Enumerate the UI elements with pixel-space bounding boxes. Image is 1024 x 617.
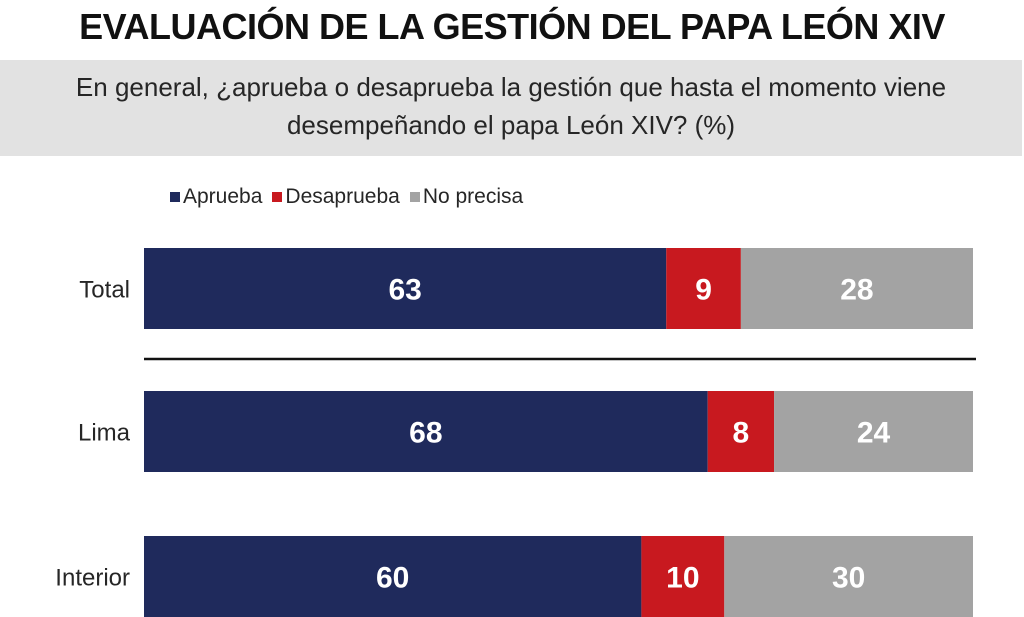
legend-item-desaprueba: Desaprueba: [272, 185, 400, 209]
legend-item-aprueba: Aprueba: [170, 185, 262, 209]
subtitle-box: En general, ¿aprueba o desaprueba la ges…: [0, 60, 1022, 156]
category-label-total: Total: [79, 277, 130, 304]
bar-segment-total-aprueba: [144, 248, 667, 329]
bar-segment-total-desaprueba: [666, 248, 741, 329]
legend-label-no-precisa: No precisa: [422, 185, 524, 208]
legend-swatch-desaprueba: [272, 192, 283, 202]
data-label-lima-aprueba: 68: [409, 417, 442, 450]
bar-segment-interior-desaprueba: [641, 536, 725, 617]
category-label-interior: Interior: [55, 565, 130, 592]
chart-title: EVALUACIÓN DE LA GESTIÓN DEL PAPA LEÓN X…: [79, 6, 945, 47]
data-label-lima-no-precisa: 24: [857, 417, 891, 450]
chart-subtitle: En general, ¿aprueba o desaprueba la ges…: [75, 72, 947, 140]
legend-swatch-aprueba: [170, 192, 180, 202]
bar-segment-lima-desaprueba: [707, 391, 775, 472]
data-label-interior-aprueba: 60: [376, 562, 409, 595]
legend: Aprueba Desaprueba No precisa: [170, 184, 533, 210]
bar-segment-interior-aprueba: [144, 536, 642, 617]
bar-segment-total-no-precisa: [740, 248, 973, 329]
bar-segment-lima-aprueba: [144, 391, 708, 472]
category-label-lima: Lima: [78, 420, 131, 447]
data-label-interior-no-precisa: 30: [832, 562, 865, 595]
legend-swatch-no-precisa: [409, 192, 420, 202]
data-label-lima-desaprueba: 8: [733, 417, 750, 450]
data-label-total-desaprueba: 9: [695, 274, 712, 307]
legend-label-desaprueba: Desaprueba: [285, 185, 400, 208]
data-label-total-aprueba: 63: [388, 274, 421, 307]
legend-label-aprueba: Aprueba: [183, 185, 263, 208]
legend-item-no-precisa: No precisa: [409, 185, 524, 209]
bar-segment-interior-no-precisa: [724, 536, 973, 617]
data-label-interior-desaprueba: 10: [666, 562, 699, 595]
bar-segment-lima-no-precisa: [774, 391, 973, 472]
data-label-total-no-precisa: 28: [840, 274, 873, 307]
